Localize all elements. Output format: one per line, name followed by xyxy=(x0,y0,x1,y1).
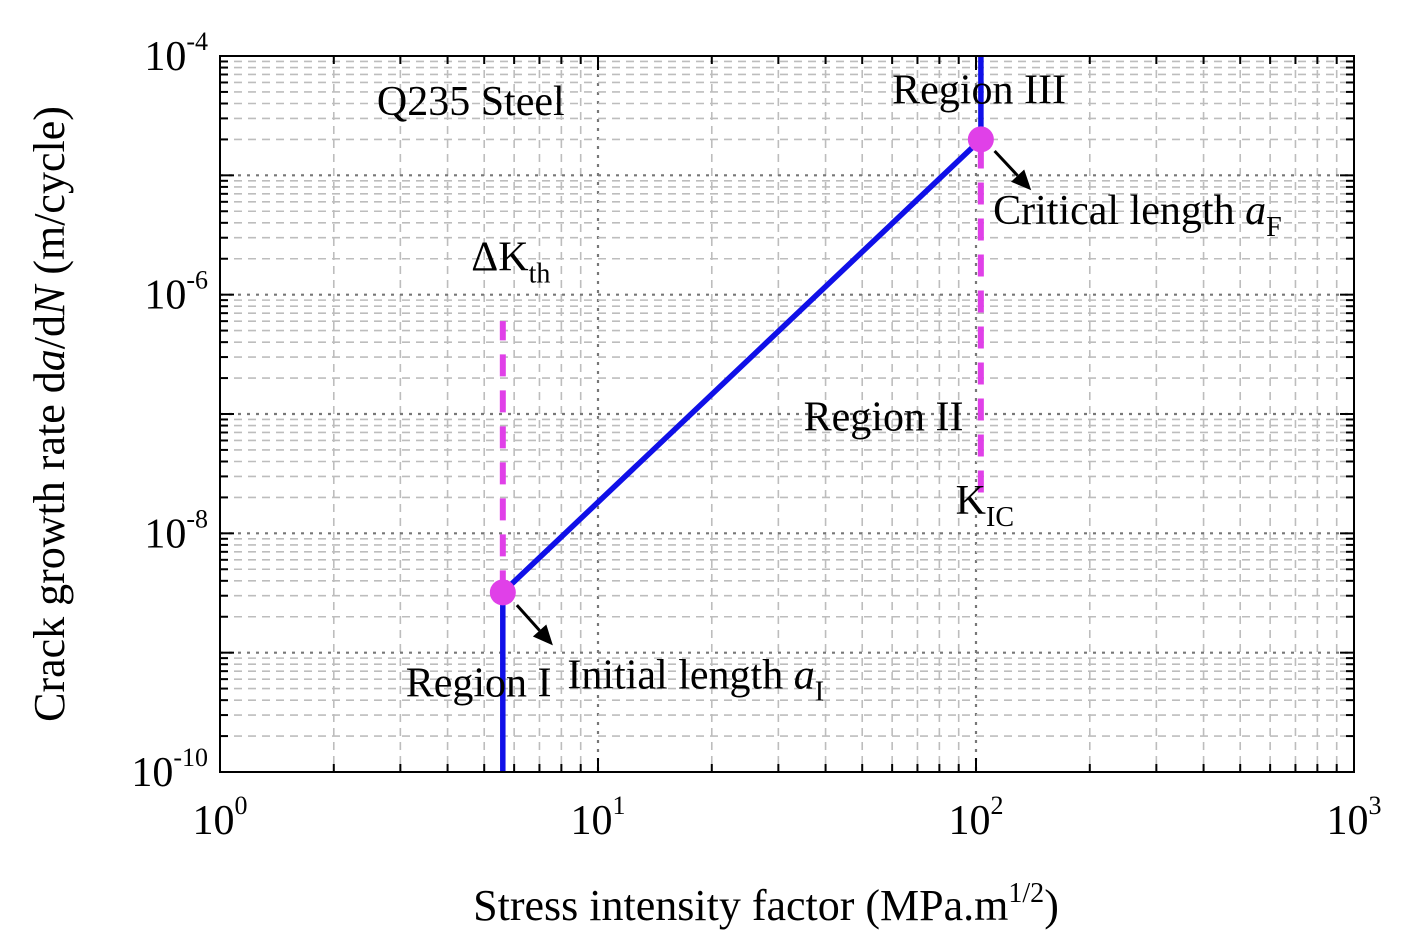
series-layer xyxy=(500,56,984,772)
material-label: Q235 Steel xyxy=(377,79,565,125)
y-tick-label-exponent: -4 xyxy=(186,27,208,56)
x-tick-label-base: 10 xyxy=(949,798,991,844)
y-axis-title: Crack growth rate da/dN (m/cycle) xyxy=(25,106,74,722)
y-tick-label-base: 10 xyxy=(144,34,186,80)
y-axis-title-part1: Crack growth rate d xyxy=(25,371,74,722)
y-tick-label-exponent: -8 xyxy=(186,504,208,533)
y-tick-label-exponent: -10 xyxy=(173,743,208,772)
region-1-label: Region I xyxy=(406,660,552,706)
critical-length-subscript: F xyxy=(1266,212,1282,243)
x-tick-label-base: 10 xyxy=(571,798,613,844)
y-axis-title-part3: (m/cycle) xyxy=(25,106,74,286)
marker-point-initial xyxy=(489,579,516,606)
arrow-head xyxy=(1011,169,1032,191)
arrow-layer xyxy=(515,149,1032,646)
threshold-sif-main: ΔK xyxy=(471,234,528,280)
x-tick-label: 101 xyxy=(571,791,626,844)
y-tick-label-exponent: -6 xyxy=(186,266,208,295)
region-2-label: Region II xyxy=(804,394,964,440)
initial-length-label: Initial length aI xyxy=(567,653,824,708)
critical-length-main: Critical length xyxy=(993,188,1245,234)
threshold-sif-subscript: th xyxy=(529,258,551,289)
x-tick-label-exponent: 0 xyxy=(235,791,248,820)
x-tick-label: 103 xyxy=(1327,791,1382,844)
arrow-head xyxy=(532,624,553,646)
y-tick-label-base: 10 xyxy=(144,511,186,557)
x-tick-label: 102 xyxy=(949,791,1004,844)
region-3-label: Region III xyxy=(892,67,1066,113)
y-tick-label: 10-10 xyxy=(131,743,208,796)
series-line xyxy=(500,56,984,772)
threshold-sif-label: ΔKth xyxy=(471,234,550,289)
y-tick-label-base: 10 xyxy=(131,750,173,796)
critical-length-label: Critical length aF xyxy=(993,188,1282,243)
marker-point-critical xyxy=(967,126,994,153)
x-tick-label-base: 10 xyxy=(193,798,235,844)
x-axis-title-tail: ) xyxy=(1044,881,1059,930)
x-tick-label: 100 xyxy=(193,791,248,844)
fracture-toughness-main: K xyxy=(956,478,986,524)
arrow-shaft xyxy=(993,149,1019,177)
y-tick-label: 10-6 xyxy=(144,266,208,319)
initial-length-main: Initial length xyxy=(567,653,793,699)
x-axis-title: Stress intensity factor (MPa.m1/2) xyxy=(473,878,1059,930)
x-tick-label-base: 10 xyxy=(1327,798,1369,844)
arrow-shaft xyxy=(515,604,541,632)
initial-length-subscript: I xyxy=(815,677,824,708)
y-tick-label: 10-4 xyxy=(144,27,208,80)
marker-layer xyxy=(489,126,994,606)
y-axis-title-part2: /d xyxy=(25,315,74,349)
x-tick-label-exponent: 1 xyxy=(613,791,626,820)
y-tick-label-base: 10 xyxy=(144,273,186,319)
y-axis-title-n: N xyxy=(25,283,74,316)
y-tick-label: 10-8 xyxy=(144,504,208,557)
x-tick-label-exponent: 2 xyxy=(991,791,1004,820)
x-axis-title-main: Stress intensity factor (MPa.m xyxy=(473,881,1008,930)
x-axis-title-superscript: 1/2 xyxy=(1008,878,1044,909)
fracture-toughness-subscript: IC xyxy=(986,502,1014,533)
initial-length-symbol: a xyxy=(794,653,815,699)
fracture-toughness-label: KIC xyxy=(956,478,1014,533)
y-axis-title-a: a xyxy=(25,349,74,371)
x-tick-label-exponent: 3 xyxy=(1369,791,1382,820)
threshold-lines xyxy=(499,139,984,593)
critical-length-symbol: a xyxy=(1245,188,1266,234)
